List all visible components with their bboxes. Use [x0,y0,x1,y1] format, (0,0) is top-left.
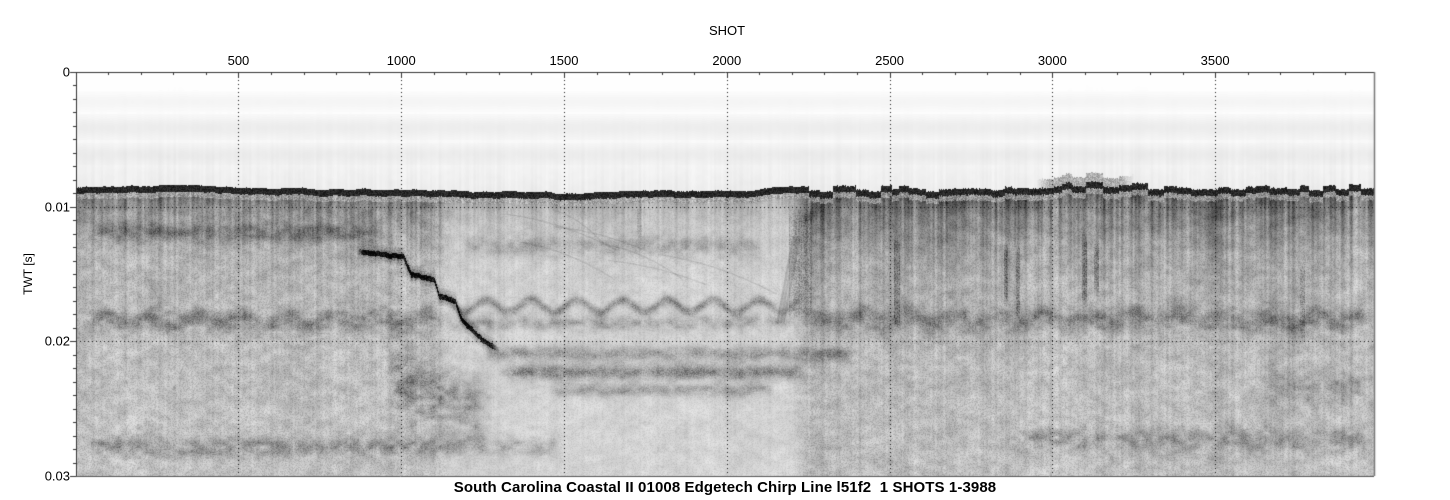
x-tick-label: 2500 [875,53,905,68]
x-tick-label: 2000 [712,53,742,68]
x-tick-label: 3000 [1037,53,1067,68]
plot-title: South Carolina Coastal II 01008 Edgetech… [453,479,997,496]
x-tick-label: 1500 [549,53,579,68]
x-tick-label: 500 [227,53,250,68]
y-tick-label: 0.03 [44,468,70,484]
x-axis-title: SHOT [708,23,746,38]
y-tick-label: 0 [62,64,70,80]
y-tick-label: 0.01 [44,199,70,215]
x-tick-label: 1000 [386,53,416,68]
y-axis-title: TWT [s] [21,253,35,295]
y-tick-label: 0.02 [44,333,70,349]
x-tick-label: 3500 [1200,53,1230,68]
